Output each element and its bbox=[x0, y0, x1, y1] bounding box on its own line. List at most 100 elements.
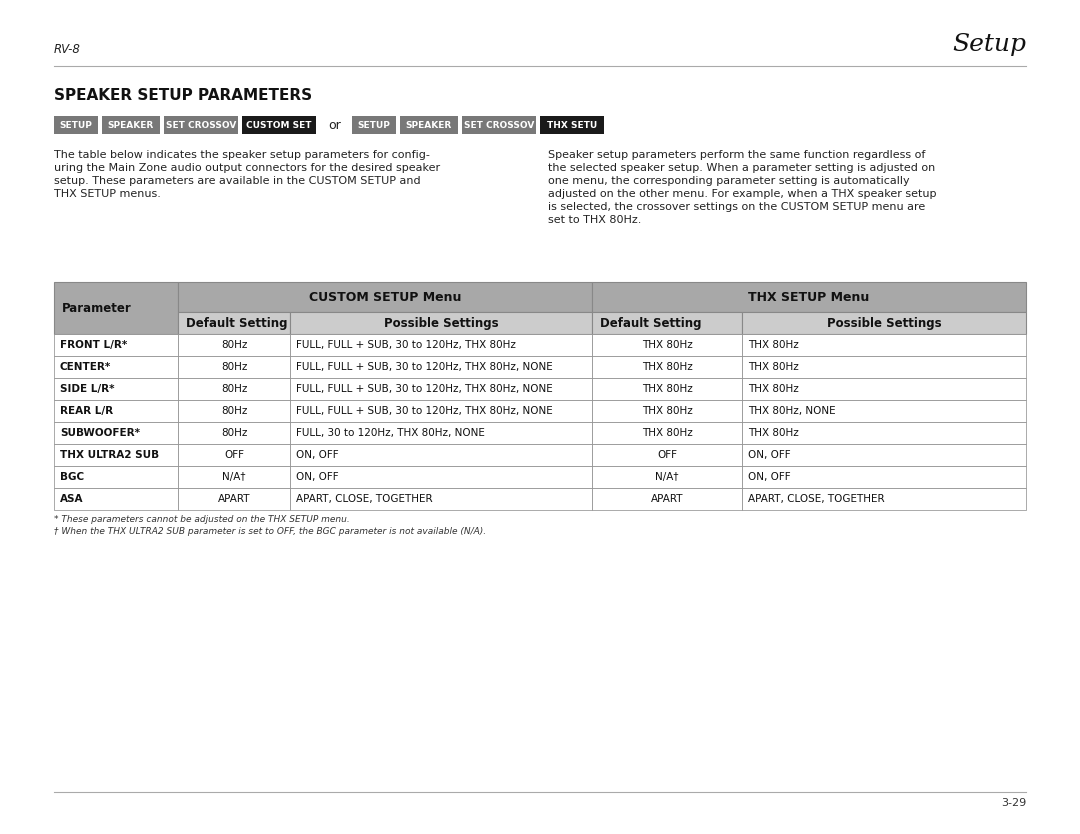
FancyBboxPatch shape bbox=[291, 444, 592, 466]
FancyBboxPatch shape bbox=[242, 116, 316, 134]
FancyBboxPatch shape bbox=[178, 422, 291, 444]
Text: THX 80Hz: THX 80Hz bbox=[748, 384, 799, 394]
Text: FULL, FULL + SUB, 30 to 120Hz, THX 80Hz, NONE: FULL, FULL + SUB, 30 to 120Hz, THX 80Hz,… bbox=[296, 384, 553, 394]
FancyBboxPatch shape bbox=[462, 116, 536, 134]
Text: THX 80Hz: THX 80Hz bbox=[642, 428, 692, 438]
Text: 80Hz: 80Hz bbox=[220, 428, 247, 438]
Text: ON, OFF: ON, OFF bbox=[748, 450, 791, 460]
Text: ON, OFF: ON, OFF bbox=[296, 450, 339, 460]
FancyBboxPatch shape bbox=[54, 400, 178, 422]
FancyBboxPatch shape bbox=[742, 378, 1026, 400]
Text: SET CROSSOV: SET CROSSOV bbox=[463, 120, 535, 129]
FancyBboxPatch shape bbox=[178, 444, 291, 466]
Text: set to THX 80Hz.: set to THX 80Hz. bbox=[548, 215, 642, 225]
Text: CUSTOM SET: CUSTOM SET bbox=[246, 120, 312, 129]
Text: OFF: OFF bbox=[224, 450, 244, 460]
FancyBboxPatch shape bbox=[291, 488, 592, 510]
FancyBboxPatch shape bbox=[291, 312, 592, 334]
FancyBboxPatch shape bbox=[400, 116, 458, 134]
Text: 80Hz: 80Hz bbox=[220, 362, 247, 372]
FancyBboxPatch shape bbox=[742, 334, 1026, 356]
Text: SUBWOOFER*: SUBWOOFER* bbox=[60, 428, 140, 438]
FancyBboxPatch shape bbox=[592, 488, 742, 510]
Text: adjusted on the other menu. For example, when a THX speaker setup: adjusted on the other menu. For example,… bbox=[548, 189, 936, 199]
Text: SPEAKER SETUP PARAMETERS: SPEAKER SETUP PARAMETERS bbox=[54, 88, 312, 103]
Text: SET CROSSOV: SET CROSSOV bbox=[166, 120, 237, 129]
FancyBboxPatch shape bbox=[291, 334, 592, 356]
FancyBboxPatch shape bbox=[178, 334, 291, 356]
FancyBboxPatch shape bbox=[742, 312, 1026, 334]
Text: FRONT L/R*: FRONT L/R* bbox=[60, 340, 127, 350]
FancyBboxPatch shape bbox=[742, 400, 1026, 422]
FancyBboxPatch shape bbox=[291, 400, 592, 422]
FancyBboxPatch shape bbox=[742, 422, 1026, 444]
Text: THX SETU: THX SETU bbox=[546, 120, 597, 129]
FancyBboxPatch shape bbox=[592, 378, 742, 400]
FancyBboxPatch shape bbox=[742, 466, 1026, 488]
Text: ON, OFF: ON, OFF bbox=[748, 472, 791, 482]
Text: * These parameters cannot be adjusted on the THX SETUP menu.: * These parameters cannot be adjusted on… bbox=[54, 515, 350, 524]
Text: SPEAKER: SPEAKER bbox=[108, 120, 154, 129]
Text: THX 80Hz: THX 80Hz bbox=[642, 406, 692, 416]
Text: 80Hz: 80Hz bbox=[220, 340, 247, 350]
Text: REAR L/R: REAR L/R bbox=[60, 406, 113, 416]
FancyBboxPatch shape bbox=[291, 356, 592, 378]
Text: ASA: ASA bbox=[60, 494, 83, 504]
FancyBboxPatch shape bbox=[592, 422, 742, 444]
FancyBboxPatch shape bbox=[592, 400, 742, 422]
Text: one menu, the corresponding parameter setting is automatically: one menu, the corresponding parameter se… bbox=[548, 176, 909, 186]
Text: The table below indicates the speaker setup parameters for config-: The table below indicates the speaker se… bbox=[54, 150, 430, 160]
FancyBboxPatch shape bbox=[178, 282, 592, 312]
FancyBboxPatch shape bbox=[54, 444, 178, 466]
Text: THX 80Hz: THX 80Hz bbox=[642, 362, 692, 372]
Text: THX ULTRA2 SUB: THX ULTRA2 SUB bbox=[60, 450, 159, 460]
Text: FULL, FULL + SUB, 30 to 120Hz, THX 80Hz: FULL, FULL + SUB, 30 to 120Hz, THX 80Hz bbox=[296, 340, 516, 350]
FancyBboxPatch shape bbox=[352, 116, 396, 134]
FancyBboxPatch shape bbox=[54, 422, 178, 444]
FancyBboxPatch shape bbox=[54, 488, 178, 510]
FancyBboxPatch shape bbox=[178, 312, 291, 334]
Text: Possible Settings: Possible Settings bbox=[383, 316, 498, 329]
FancyBboxPatch shape bbox=[540, 116, 604, 134]
Text: N/A†: N/A† bbox=[656, 472, 678, 482]
FancyBboxPatch shape bbox=[178, 400, 291, 422]
FancyBboxPatch shape bbox=[742, 488, 1026, 510]
Text: Possible Settings: Possible Settings bbox=[826, 316, 942, 329]
FancyBboxPatch shape bbox=[178, 488, 291, 510]
FancyBboxPatch shape bbox=[291, 378, 592, 400]
Text: BGC: BGC bbox=[60, 472, 84, 482]
Text: THX SETUP Menu: THX SETUP Menu bbox=[748, 290, 869, 304]
Text: setup. These parameters are available in the CUSTOM SETUP and: setup. These parameters are available in… bbox=[54, 176, 420, 186]
Text: ON, OFF: ON, OFF bbox=[296, 472, 339, 482]
FancyBboxPatch shape bbox=[54, 466, 178, 488]
FancyBboxPatch shape bbox=[592, 356, 742, 378]
Text: CENTER*: CENTER* bbox=[60, 362, 111, 372]
FancyBboxPatch shape bbox=[592, 334, 742, 356]
Text: 80Hz: 80Hz bbox=[220, 406, 247, 416]
Text: THX SETUP menus.: THX SETUP menus. bbox=[54, 189, 161, 199]
Text: APART: APART bbox=[218, 494, 251, 504]
FancyBboxPatch shape bbox=[54, 356, 178, 378]
Text: † When the THX ULTRA2 SUB parameter is set to OFF, the BGC parameter is not avai: † When the THX ULTRA2 SUB parameter is s… bbox=[54, 527, 486, 536]
Text: SIDE L/R*: SIDE L/R* bbox=[60, 384, 114, 394]
Text: OFF: OFF bbox=[657, 450, 677, 460]
FancyBboxPatch shape bbox=[291, 466, 592, 488]
Text: THX 80Hz: THX 80Hz bbox=[642, 384, 692, 394]
Text: Default Setting: Default Setting bbox=[600, 316, 702, 329]
FancyBboxPatch shape bbox=[164, 116, 238, 134]
Text: FULL, 30 to 120Hz, THX 80Hz, NONE: FULL, 30 to 120Hz, THX 80Hz, NONE bbox=[296, 428, 485, 438]
FancyBboxPatch shape bbox=[592, 466, 742, 488]
Text: Default Setting: Default Setting bbox=[186, 316, 287, 329]
Text: SETUP: SETUP bbox=[59, 120, 93, 129]
FancyBboxPatch shape bbox=[54, 334, 178, 356]
Text: FULL, FULL + SUB, 30 to 120Hz, THX 80Hz, NONE: FULL, FULL + SUB, 30 to 120Hz, THX 80Hz,… bbox=[296, 362, 553, 372]
Text: RV-8: RV-8 bbox=[54, 43, 81, 56]
Text: APART, CLOSE, TOGETHER: APART, CLOSE, TOGETHER bbox=[748, 494, 885, 504]
Text: CUSTOM SETUP Menu: CUSTOM SETUP Menu bbox=[309, 290, 461, 304]
FancyBboxPatch shape bbox=[102, 116, 160, 134]
FancyBboxPatch shape bbox=[592, 282, 1026, 312]
Text: is selected, the crossover settings on the CUSTOM SETUP menu are: is selected, the crossover settings on t… bbox=[548, 202, 926, 212]
FancyBboxPatch shape bbox=[592, 444, 742, 466]
Text: 80Hz: 80Hz bbox=[220, 384, 247, 394]
FancyBboxPatch shape bbox=[54, 282, 178, 334]
